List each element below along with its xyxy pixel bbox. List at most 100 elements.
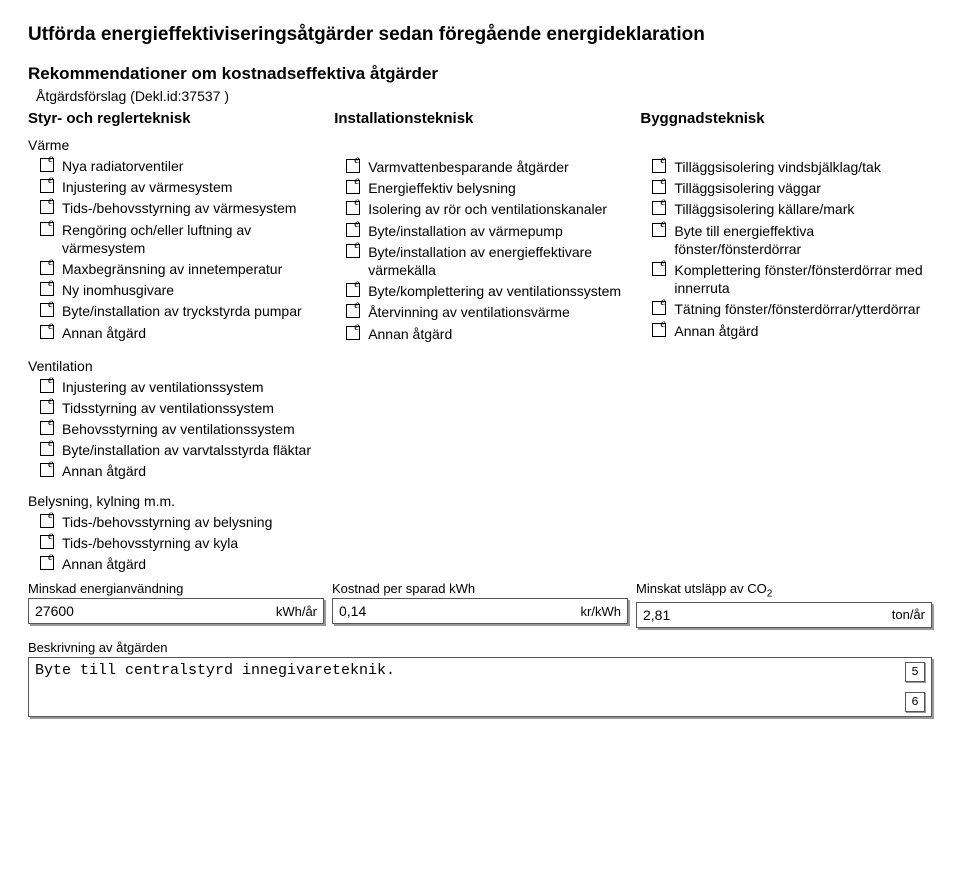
- styr-varme-label: Injustering av värmesystem: [62, 178, 232, 196]
- styr-bely-item: Annan åtgärd: [28, 555, 932, 573]
- bygg-label: Tätning fönster/fönsterdörrar/ytterdörra…: [674, 300, 920, 318]
- co2-field[interactable]: 2,81 ton/år: [636, 602, 932, 628]
- bygg-label: Byte till energieffektiva fönster/fönste…: [674, 222, 932, 258]
- checkbox[interactable]: [346, 304, 360, 318]
- styr-bely-item: Tids-/behovsstyrning av kyla: [28, 534, 932, 552]
- bygg-item: Annan åtgärd: [640, 322, 932, 340]
- styr-varme-label: Ny inomhusgivare: [62, 281, 174, 299]
- styr-varme-label: Tids-/behovsstyrning av värmesystem: [62, 199, 296, 217]
- bygg-label: Tilläggsisolering väggar: [674, 179, 821, 197]
- bygg-item: Tilläggsisolering vindsbjälklag/tak: [640, 158, 932, 176]
- proposal-id: Åtgärdsförslag (Dekl.id:37537 ): [36, 88, 932, 104]
- install-label: Varmvattenbesparande åtgärder: [368, 158, 569, 176]
- styr-vent-item: Behovsstyrning av ventilationssystem: [28, 420, 932, 438]
- checkbox[interactable]: [40, 442, 54, 456]
- cost-per-kwh-field[interactable]: 0,14 kr/kWh: [332, 598, 628, 624]
- checkbox[interactable]: [40, 463, 54, 477]
- col-header-install: Installationsteknisk: [334, 110, 640, 127]
- styr-varme-item: Ny inomhusgivare: [28, 281, 334, 299]
- install-item: Varmvattenbesparande åtgärder: [334, 158, 640, 176]
- install-label: Isolering av rör och ventilationskanaler: [368, 200, 607, 218]
- checkbox[interactable]: [652, 323, 666, 337]
- styr-varme-item: Injustering av värmesystem: [28, 178, 334, 196]
- checkbox[interactable]: [40, 535, 54, 549]
- checkbox[interactable]: [40, 179, 54, 193]
- checkbox[interactable]: [346, 326, 360, 340]
- install-label: Byte/installation av energieffektivare v…: [368, 243, 640, 279]
- styr-bely-label: Tids-/behovsstyrning av belysning: [62, 513, 272, 531]
- install-item: Återvinning av ventilationsvärme: [334, 303, 640, 321]
- checkbox[interactable]: [652, 262, 666, 276]
- styr-vent-label: Behovsstyrning av ventilationssystem: [62, 420, 295, 438]
- description-field[interactable]: Byte till centralstyrd innegivareteknik.…: [28, 657, 932, 717]
- checkbox[interactable]: [40, 421, 54, 435]
- checkbox[interactable]: [652, 201, 666, 215]
- bygg-item: Byte till energieffektiva fönster/fönste…: [640, 222, 932, 258]
- checkbox[interactable]: [652, 180, 666, 194]
- checkbox[interactable]: [346, 283, 360, 297]
- group-belysning: Belysning, kylning m.m.: [28, 493, 932, 509]
- co2-value: 2,81: [643, 607, 892, 623]
- col-header-styr: Styr- och reglerteknisk: [28, 110, 334, 127]
- styr-varme-label: Annan åtgärd: [62, 324, 146, 342]
- scroll-marker-bottom[interactable]: 6: [905, 692, 925, 712]
- install-label: Återvinning av ventilationsvärme: [368, 303, 570, 321]
- checkbox[interactable]: [40, 303, 54, 317]
- styr-vent-label: Tidsstyrning av ventilationssystem: [62, 399, 274, 417]
- install-item: Isolering av rör och ventilationskanaler: [334, 200, 640, 218]
- checkbox[interactable]: [40, 282, 54, 296]
- cost-per-kwh-label: Kostnad per sparad kWh: [332, 581, 628, 596]
- checkbox[interactable]: [40, 556, 54, 570]
- checkbox[interactable]: [346, 159, 360, 173]
- columns-row: Styr- och reglerteknisk Värme Nya radiat…: [28, 110, 932, 346]
- bygg-item: Komplettering fönster/fönsterdörrar med …: [640, 261, 932, 297]
- checkbox[interactable]: [346, 201, 360, 215]
- install-item: Annan åtgärd: [334, 325, 640, 343]
- install-label: Byte/installation av värmepump: [368, 222, 563, 240]
- styr-vent-item: Byte/installation av varvtalsstyrda fläk…: [28, 441, 932, 459]
- checkbox[interactable]: [40, 222, 54, 236]
- checkbox[interactable]: [652, 159, 666, 173]
- styr-vent-label: Injustering av ventilationssystem: [62, 378, 264, 396]
- checkbox[interactable]: [346, 244, 360, 258]
- checkbox[interactable]: [40, 400, 54, 414]
- install-item: Byte/installation av energieffektivare v…: [334, 243, 640, 279]
- checkbox[interactable]: [40, 514, 54, 528]
- description-value: Byte till centralstyrd innegivareteknik.: [35, 662, 395, 679]
- styr-bely-label: Tids-/behovsstyrning av kyla: [62, 534, 238, 552]
- checkbox[interactable]: [40, 379, 54, 393]
- bygg-label: Komplettering fönster/fönsterdörrar med …: [674, 261, 932, 297]
- reduced-energy-label: Minskad energianvändning: [28, 581, 324, 596]
- styr-varme-label: Maxbegränsning av innetemperatur: [62, 260, 282, 278]
- styr-vent-label: Annan åtgärd: [62, 462, 146, 480]
- install-label: Annan åtgärd: [368, 325, 452, 343]
- checkbox[interactable]: [40, 200, 54, 214]
- cost-per-kwh-unit: kr/kWh: [581, 604, 621, 619]
- styr-varme-label: Byte/installation av tryckstyrda pumpar: [62, 302, 302, 320]
- install-item: Byte/komplettering av ventilationssystem: [334, 282, 640, 300]
- scroll-marker-top[interactable]: 5: [905, 662, 925, 682]
- checkbox[interactable]: [40, 158, 54, 172]
- styr-vent-label: Byte/installation av varvtalsstyrda fläk…: [62, 441, 311, 459]
- cost-per-kwh-value: 0,14: [339, 603, 581, 619]
- co2-unit: ton/år: [892, 607, 925, 622]
- reduced-energy-field[interactable]: 27600 kWh/år: [28, 598, 324, 624]
- checkbox[interactable]: [40, 261, 54, 275]
- section-subtitle: Rekommendationer om kostnadseffektiva åt…: [28, 64, 932, 84]
- checkbox[interactable]: [652, 223, 666, 237]
- checkbox[interactable]: [652, 301, 666, 315]
- checkbox[interactable]: [346, 223, 360, 237]
- styr-vent-item: Injustering av ventilationssystem: [28, 378, 932, 396]
- checkbox[interactable]: [40, 325, 54, 339]
- checkbox[interactable]: [346, 180, 360, 194]
- styr-varme-item: Maxbegränsning av innetemperatur: [28, 260, 334, 278]
- bygg-item: Tilläggsisolering väggar: [640, 179, 932, 197]
- group-ventilation: Ventilation: [28, 358, 932, 374]
- styr-vent-item: Annan åtgärd: [28, 462, 932, 480]
- styr-varme-item: Annan åtgärd: [28, 324, 334, 342]
- group-varme: Värme: [28, 137, 334, 153]
- install-label: Byte/komplettering av ventilationssystem: [368, 282, 621, 300]
- styr-varme-item: Rengöring och/eller luftning av värmesys…: [28, 221, 334, 257]
- bygg-item: Tilläggsisolering källare/mark: [640, 200, 932, 218]
- styr-varme-label: Nya radiatorventiler: [62, 157, 183, 175]
